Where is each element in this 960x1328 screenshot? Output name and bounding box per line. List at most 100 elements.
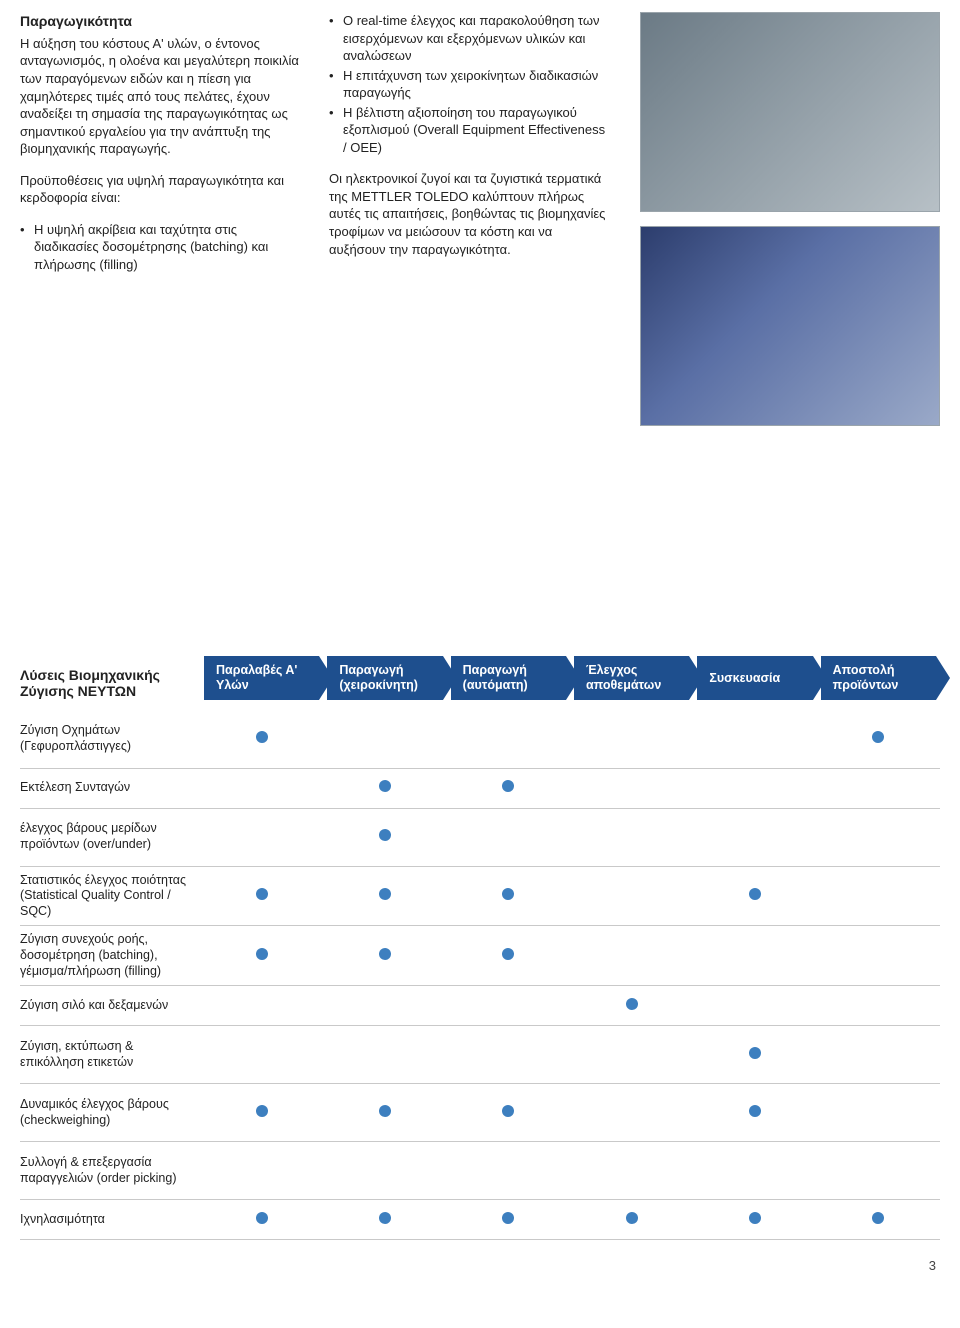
table-row: Ζύγιση Οχημάτων (Γεφυροπλάστιγγες) (20, 710, 940, 768)
table-cell (323, 1200, 446, 1240)
column-header: Αποστολή προϊόντων (817, 656, 940, 710)
text-columns: Παραγωγικότητα Η αύξηση του κόστους Α' υ… (20, 12, 610, 426)
dot-icon (872, 731, 884, 743)
dot-icon (872, 1212, 884, 1224)
table-title: Λύσεις Βιομηχανικής Ζύγισης ΝΕΥΤΩΝ (20, 667, 180, 699)
table-cell (570, 1026, 693, 1084)
table-cell (447, 1142, 570, 1200)
table-cell (447, 808, 570, 866)
table-cell (200, 1142, 323, 1200)
step-label: Συσκευασία (709, 671, 780, 686)
dot-icon (379, 1105, 391, 1117)
table-cell (570, 1142, 693, 1200)
table-cell (323, 1142, 446, 1200)
dot-icon (502, 948, 514, 960)
table-row: Ζύγιση, εκτύπωση & επικόλληση ετικετών (20, 1026, 940, 1084)
table-cell (200, 1200, 323, 1240)
left-bullet-list: Η υψηλή ακρίβεια και ταχύτητα στις διαδι… (20, 221, 301, 274)
page: Παραγωγικότητα Η αύξηση του κόστους Α' υ… (0, 0, 960, 1293)
dot-icon (626, 1212, 638, 1224)
bullet-item: Ο real-time έλεγχος και παρακολούθηση τω… (329, 12, 610, 65)
table-cell (200, 926, 323, 986)
dot-icon (379, 948, 391, 960)
row-label: Δυναμικός έλεγχος βάρους (checkweighing) (20, 1084, 200, 1142)
process-step: Συσκευασία (697, 656, 812, 700)
dot-icon (749, 888, 761, 900)
table-cell (200, 768, 323, 808)
table-cell (817, 1084, 940, 1142)
table-cell (200, 866, 323, 926)
column-header: Συσκευασία (693, 656, 816, 710)
top-section: Παραγωγικότητα Η αύξηση του κόστους Α' υ… (20, 12, 940, 426)
table-cell (200, 710, 323, 768)
process-step: Αποστολή προϊόντων (821, 656, 936, 700)
table-cell (693, 710, 816, 768)
table-row: Ιχνηλασιμότητα (20, 1200, 940, 1240)
photo-production-line (640, 12, 940, 212)
table-cell (200, 808, 323, 866)
right-bullet-list: Ο real-time έλεγχος και παρακολούθηση τω… (329, 12, 610, 156)
table-row: Στατιστικός έλεγχος ποιότητας (Statistic… (20, 866, 940, 926)
table-cell (570, 768, 693, 808)
table-row: Εκτέλεση Συνταγών (20, 768, 940, 808)
table-cell (323, 1084, 446, 1142)
dot-icon (379, 780, 391, 792)
row-label: Ζύγιση, εκτύπωση & επικόλληση ετικετών (20, 1026, 200, 1084)
dot-icon (749, 1047, 761, 1059)
table-cell (323, 808, 446, 866)
row-label: Εκτέλεση Συνταγών (20, 768, 200, 808)
row-label: Ιχνηλασιμότητα (20, 1200, 200, 1240)
process-step: Παραγωγή (χειροκίνητη) (327, 656, 442, 700)
process-step: Παραγωγή (αυτόματη) (451, 656, 566, 700)
dot-icon (256, 948, 268, 960)
table-cell (447, 926, 570, 986)
step-label: Έλεγχος αποθεμάτων (586, 663, 679, 693)
dot-icon (379, 829, 391, 841)
bullet-item: Η βέλτιστη αξιοποίηση του παραγωγικού εξ… (329, 104, 610, 157)
row-label: Ζύγιση σιλό και δεξαμενών (20, 986, 200, 1026)
table-cell (570, 866, 693, 926)
section-heading: Παραγωγικότητα (20, 12, 301, 31)
table-title-cell: Λύσεις Βιομηχανικής Ζύγισης ΝΕΥΤΩΝ (20, 656, 200, 710)
row-label: έλεγχος βάρους μερίδων προϊόντων (over/u… (20, 808, 200, 866)
table-cell (570, 1084, 693, 1142)
table-cell (817, 1200, 940, 1240)
table-cell (447, 986, 570, 1026)
row-label: Ζύγιση συνεχούς ροής, δοσομέτρηση (batch… (20, 926, 200, 986)
table-row: έλεγχος βάρους μερίδων προϊόντων (over/u… (20, 808, 940, 866)
table-cell (817, 808, 940, 866)
table-cell (817, 710, 940, 768)
dot-icon (379, 888, 391, 900)
table-cell (323, 710, 446, 768)
table-cell (693, 808, 816, 866)
row-label: Συλλογή & επεξεργασία παραγγελιών (order… (20, 1142, 200, 1200)
process-step: Έλεγχος αποθεμάτων (574, 656, 689, 700)
column-header: Παραγωγή (χειροκίνητη) (323, 656, 446, 710)
paragraph-2-intro: Προϋποθέσεις για υψηλή παραγωγικότητα κα… (20, 172, 301, 207)
bullet-item: Η επιτάχυνση των χειροκίνητων διαδικασιώ… (329, 67, 610, 102)
table-cell (323, 926, 446, 986)
table-cell (817, 1026, 940, 1084)
table-cell (323, 866, 446, 926)
table-cell (447, 1200, 570, 1240)
table-cell (323, 768, 446, 808)
table-row: Ζύγιση σιλό και δεξαμενών (20, 986, 940, 1026)
dot-icon (256, 888, 268, 900)
table-cell (447, 866, 570, 926)
table-body: Ζύγιση Οχημάτων (Γεφυροπλάστιγγες)Εκτέλε… (20, 710, 940, 1240)
table-cell (817, 986, 940, 1026)
column-header: Παραλαβές Α' Υλών (200, 656, 323, 710)
dot-icon (502, 1105, 514, 1117)
solutions-table: Λύσεις Βιομηχανικής Ζύγισης ΝΕΥΤΩΝ Παραλ… (20, 656, 940, 1240)
spacer (20, 426, 940, 636)
table-row: Ζύγιση συνεχούς ροής, δοσομέτρηση (batch… (20, 926, 940, 986)
table-cell (817, 1142, 940, 1200)
table-cell (817, 926, 940, 986)
table-cell (570, 710, 693, 768)
bullet-item: Η υψηλή ακρίβεια και ταχύτητα στις διαδι… (20, 221, 301, 274)
dot-icon (502, 780, 514, 792)
table-row: Δυναμικός έλεγχος βάρους (checkweighing) (20, 1084, 940, 1142)
dot-icon (256, 731, 268, 743)
table-cell (447, 1026, 570, 1084)
table-cell (570, 926, 693, 986)
